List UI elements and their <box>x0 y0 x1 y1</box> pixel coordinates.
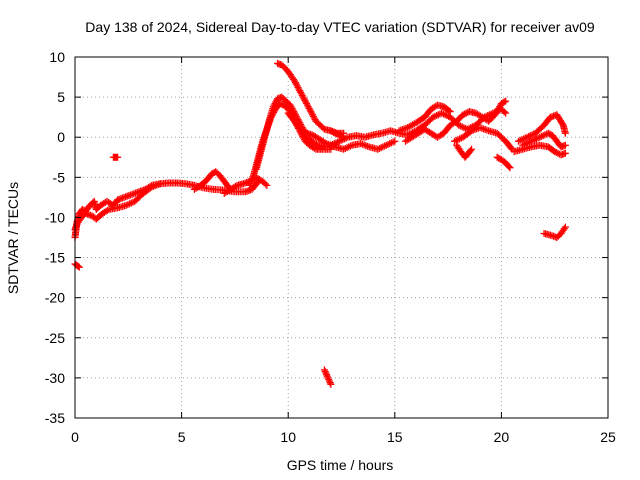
data-point <box>500 98 508 106</box>
series-arc-21-23h-low <box>510 141 569 159</box>
data-point <box>321 367 329 375</box>
data-point <box>445 107 453 115</box>
chart-title: Day 138 of 2024, Sidereal Day-to-day VTE… <box>85 19 595 35</box>
data-point <box>338 132 346 140</box>
data-point <box>340 133 348 141</box>
data-point <box>231 182 239 190</box>
y-tick-label: -35 <box>45 410 65 426</box>
y-tick-label: 10 <box>49 49 65 65</box>
y-tick-label: 0 <box>57 129 65 145</box>
grid <box>75 57 608 418</box>
series-arc-2h-isolated <box>109 153 122 161</box>
data-point <box>320 366 328 374</box>
series-arc-21-23h-upper <box>514 111 569 145</box>
data-point <box>323 372 331 380</box>
data-point <box>156 180 164 188</box>
data-point <box>104 206 112 214</box>
data-point <box>551 148 559 156</box>
data-point <box>325 377 333 385</box>
data-point <box>502 109 510 117</box>
y-tick-label: -20 <box>45 290 65 306</box>
x-tick-label: 0 <box>71 429 79 445</box>
x-axis-title: GPS time / hours <box>287 457 394 473</box>
y-tick-label: -25 <box>45 330 65 346</box>
x-tick-label: 5 <box>178 429 186 445</box>
series-arc-20h-tail <box>493 153 514 172</box>
series-arc-12h-upper <box>327 127 348 141</box>
axis-ticks: 0 5 10 15 20 25 -35 -30 -25 -20 -15 -10 -5 0 5 10 <box>45 49 616 445</box>
data-point <box>506 164 514 172</box>
data-point <box>325 375 333 383</box>
data-point <box>502 97 510 105</box>
series-arc-mid-3 <box>401 97 510 145</box>
x-tick-label: 10 <box>280 429 296 445</box>
series-arc-18-20h-low <box>450 124 516 153</box>
data-point <box>322 369 330 377</box>
y-tick-label: -5 <box>53 169 66 185</box>
x-tick-label: 15 <box>387 429 403 445</box>
data-point <box>324 374 332 382</box>
data-point <box>446 108 454 116</box>
series-arc-16-17h <box>395 101 454 135</box>
data-point <box>327 380 335 388</box>
data-point <box>302 128 310 136</box>
series-arc-lower-early <box>71 180 164 233</box>
y-axis-title: SDTVAR / TECUs <box>5 182 21 294</box>
data-point <box>312 140 320 148</box>
y-tick-label: 5 <box>57 89 65 105</box>
data-point <box>466 147 474 155</box>
data-point <box>561 149 569 157</box>
data-point <box>500 108 508 116</box>
series-arc-21-23h-mid <box>519 129 569 151</box>
series-arc-12h-drop <box>320 366 335 388</box>
series-arc-22h-isolated <box>540 223 569 241</box>
data-point <box>261 180 269 188</box>
data-point <box>561 141 569 149</box>
series-arc-mid-1 <box>284 109 399 153</box>
data-point <box>461 110 469 118</box>
series-arc-bump-6h <box>190 168 233 193</box>
data-point <box>114 153 122 161</box>
data-point <box>391 137 399 145</box>
data-point <box>74 262 82 270</box>
plot-border <box>74 56 609 419</box>
data-point <box>561 129 569 137</box>
data-point <box>326 379 334 387</box>
y-tick-label: -15 <box>45 250 65 266</box>
data-point <box>459 111 467 119</box>
data-point <box>462 109 470 117</box>
y-tick-label: -30 <box>45 370 65 386</box>
data-point <box>554 149 562 157</box>
x-tick-label: 20 <box>494 429 510 445</box>
y-tick-label: -10 <box>45 209 65 225</box>
data-point <box>560 225 568 233</box>
series-arc-18h-dip <box>453 141 476 161</box>
data-point <box>552 148 560 156</box>
data-point <box>321 139 329 147</box>
data-point <box>468 145 476 153</box>
x-tick-label: 25 <box>600 429 616 445</box>
data-point <box>75 263 83 271</box>
data-point <box>561 223 569 231</box>
data-point <box>505 163 513 171</box>
data-point <box>263 181 271 189</box>
data-point <box>323 371 331 379</box>
data-point <box>507 144 515 152</box>
series-arc-rise-2 <box>252 93 328 173</box>
data-point <box>558 120 566 128</box>
data-points <box>71 59 569 388</box>
